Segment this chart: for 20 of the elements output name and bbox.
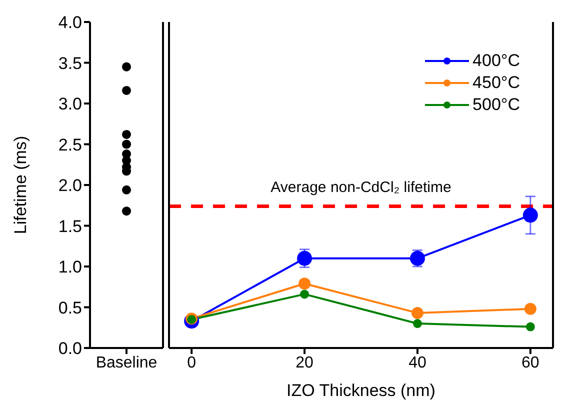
y-tick-label: 4.0 <box>58 13 82 32</box>
x-tick-label: 0 <box>187 354 196 372</box>
x-tick-label: 20 <box>296 354 314 372</box>
legend-label: 450°C <box>472 72 520 94</box>
y-tick-label: 1.0 <box>58 258 82 277</box>
x-tick-label: Baseline <box>96 354 158 372</box>
y-tick-label: 2.0 <box>58 176 82 196</box>
legend-label: 400°C <box>472 50 520 72</box>
y-tick-label: 0.0 <box>58 339 82 358</box>
y-tick-label: 3.5 <box>58 54 82 73</box>
ref-line-label: Average non-CdCl₂ lifetime <box>270 178 452 196</box>
x-tick-label: 40 <box>408 354 426 372</box>
legend-label: 500°C <box>472 94 520 116</box>
x-tick-label: 60 <box>522 354 540 372</box>
y-axis-title: Lifetime (ms) <box>11 136 30 234</box>
y-tick-label: 1.5 <box>58 216 82 236</box>
y-tick-label: 2.5 <box>58 135 82 154</box>
x-axis-title: IZO Thickness (nm) <box>286 381 436 400</box>
y-tick-label: 3.0 <box>58 94 82 114</box>
y-tick-label: 0.5 <box>58 298 82 318</box>
